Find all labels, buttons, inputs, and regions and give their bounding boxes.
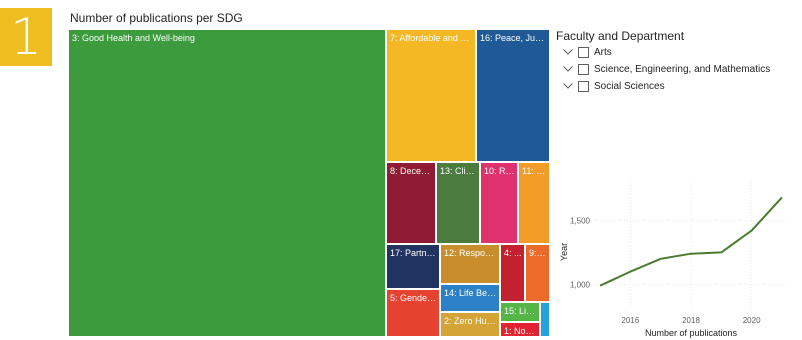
slicer-item-label: Science, Engineering, and Mathematics	[594, 63, 771, 75]
series-line[interactable]	[599, 196, 783, 287]
slicer-item-label: Social Sciences	[594, 80, 665, 92]
slicer-item-social-sciences[interactable]: Social Sciences	[562, 79, 665, 93]
treemap-tile[interactable]: 15: Life...	[500, 302, 540, 322]
x-tick-label: 2018	[682, 316, 700, 325]
treemap-tile[interactable]: 17: Partner...	[386, 244, 440, 289]
treemap-tile[interactable]: 9: I...	[525, 244, 550, 302]
treemap-tile[interactable]: 1: No P...	[500, 322, 540, 337]
x-axis-title: Number of publications	[645, 328, 738, 338]
page-number-badge: 1	[0, 8, 52, 66]
treemap-tile[interactable]: 12: Responsi...	[440, 244, 500, 284]
treemap-tile[interactable]: 11: S...	[518, 162, 550, 244]
slicer-item-label: Arts	[594, 46, 612, 58]
slicer-item-science[interactable]: Science, Engineering, and Mathematics	[562, 62, 770, 76]
checkbox[interactable]	[578, 46, 589, 58]
treemap-tile[interactable]: 16: Peace, Justic...	[476, 29, 550, 162]
treemap-tile[interactable]: 2: Zero Hung...	[440, 312, 500, 337]
treemap-tile[interactable]: 4: ...	[500, 244, 525, 302]
slicer-title: Faculty and Department	[556, 29, 685, 43]
chevron-down-icon[interactable]	[562, 46, 574, 58]
treemap-tile[interactable]: 5: Gender ...	[386, 289, 440, 337]
treemap-tile[interactable]	[540, 302, 550, 337]
treemap-tile[interactable]: 13: Clim...	[436, 162, 480, 244]
slicer-item-arts[interactable]: Arts	[562, 45, 612, 59]
treemap-tile[interactable]: 10: Re...	[480, 162, 518, 244]
chevron-down-icon[interactable]	[562, 63, 574, 75]
chevron-down-icon[interactable]	[562, 80, 574, 92]
x-tick-label: 2020	[743, 316, 761, 325]
y-axis-title: Year	[559, 243, 569, 261]
checkbox[interactable]	[578, 80, 589, 92]
y-tick-label: 1,000	[570, 280, 591, 289]
checkbox[interactable]	[578, 63, 589, 75]
treemap-tile[interactable]: 3: Good Health and Well-being	[68, 29, 386, 337]
treemap-tile[interactable]: 14: Life Belo...	[440, 284, 500, 312]
treemap-tile[interactable]: 7: Affordable and Cle...	[386, 29, 476, 162]
sdg-treemap[interactable]: 3: Good Health and Well-being 7: Afforda…	[68, 29, 550, 337]
publications-line-chart[interactable]: 1,000 1,500 2016 2018 2020 Year Number of p…	[556, 160, 802, 340]
y-tick-label: 1,500	[570, 216, 591, 225]
x-tick-label: 2016	[621, 316, 639, 325]
treemap-title: Number of publications per SDG	[70, 11, 243, 25]
treemap-tile[interactable]: 8: Decent ...	[386, 162, 436, 244]
